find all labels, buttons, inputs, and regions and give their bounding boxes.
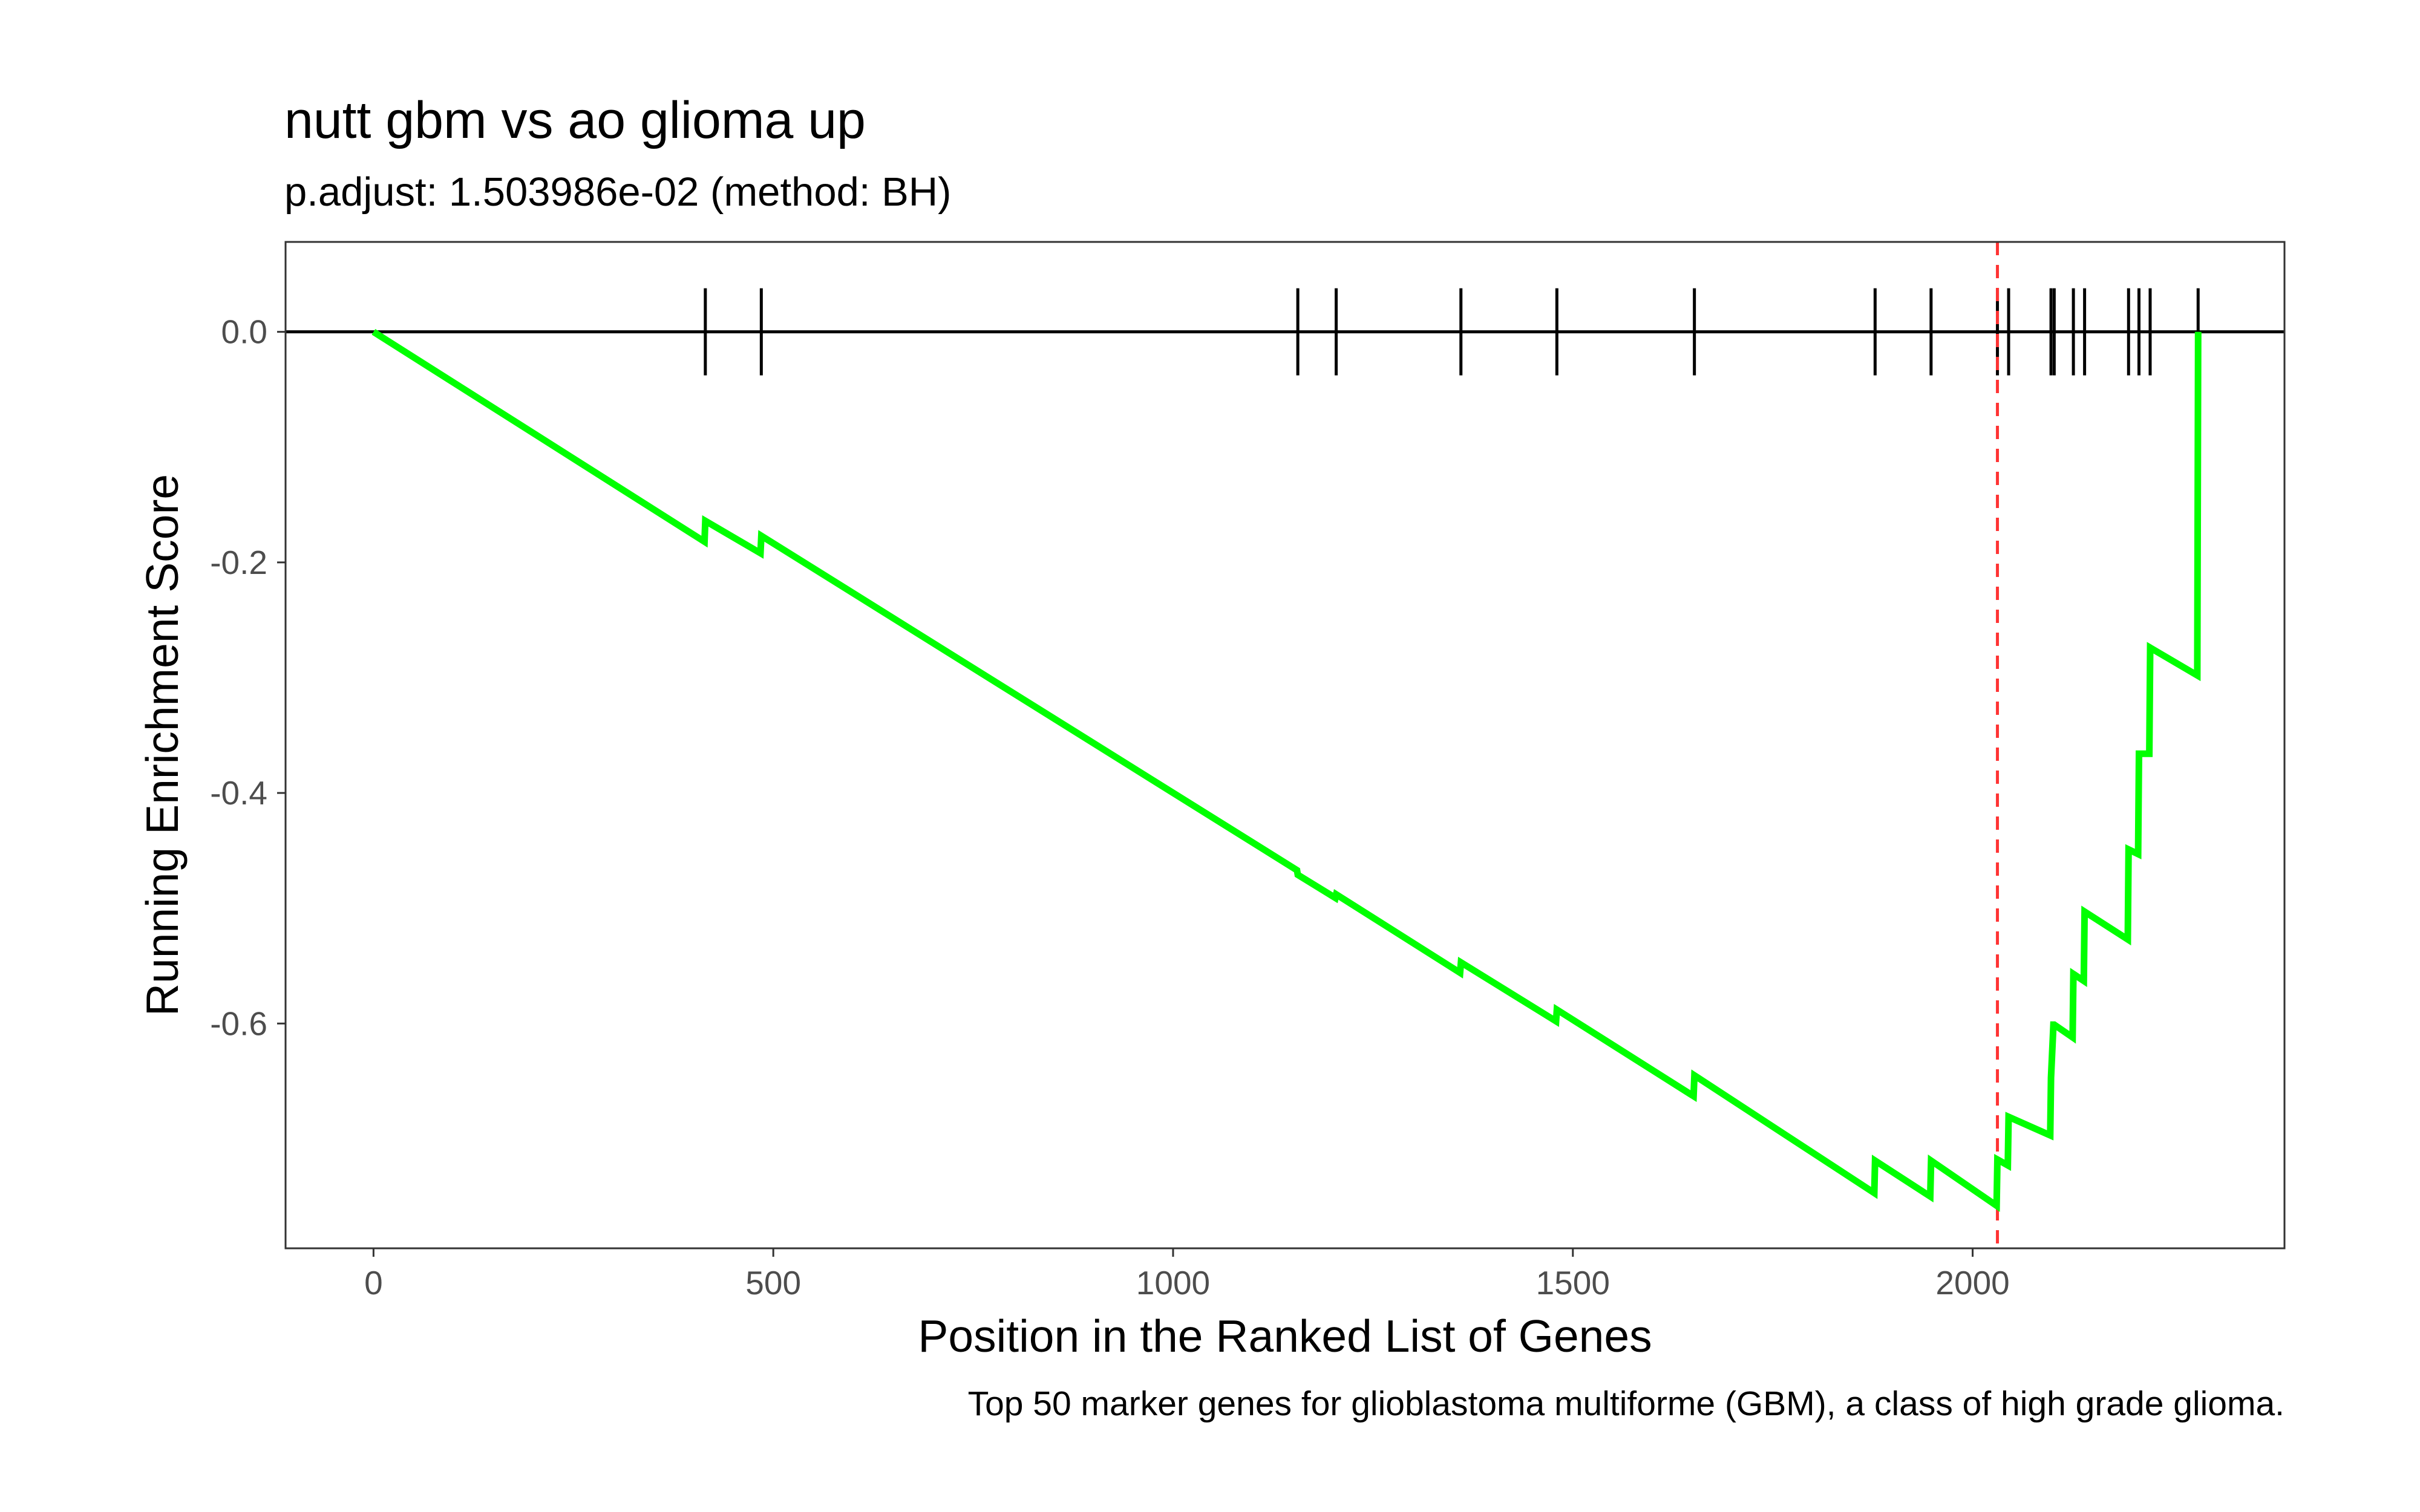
- x-axis-title: Position in the Ranked List of Genes: [918, 1311, 1652, 1361]
- plot-area: [286, 242, 2284, 1248]
- x-tick-label: 0: [364, 1264, 383, 1302]
- x-tick-label: 1000: [1136, 1264, 1210, 1302]
- x-tick-label: 2000: [1935, 1264, 2009, 1302]
- y-tick-label: -0.6: [210, 1005, 267, 1042]
- chart-title: nutt gbm vs ao glioma up: [284, 91, 866, 149]
- x-tick-label: 500: [745, 1264, 801, 1302]
- running-score-line: [371, 329, 2202, 1212]
- x-tick-label: 1500: [1536, 1264, 1610, 1302]
- y-tick-label: 0.0: [221, 313, 267, 351]
- y-axis-title: Running Enrichment Score: [137, 474, 188, 1016]
- x-axis: 0 500 1000 1500 2000: [364, 1248, 2010, 1302]
- chart-subtitle: p.adjust: 1.503986e-02 (method: BH): [284, 169, 951, 215]
- chart-caption: Top 50 marker genes for glioblastoma mul…: [968, 1384, 2284, 1423]
- y-axis: 0.0 -0.2 -0.4 -0.6: [210, 313, 286, 1042]
- y-tick-label: -0.2: [210, 544, 267, 581]
- panel-border: [284, 241, 2286, 1250]
- y-tick-label: -0.4: [210, 774, 267, 812]
